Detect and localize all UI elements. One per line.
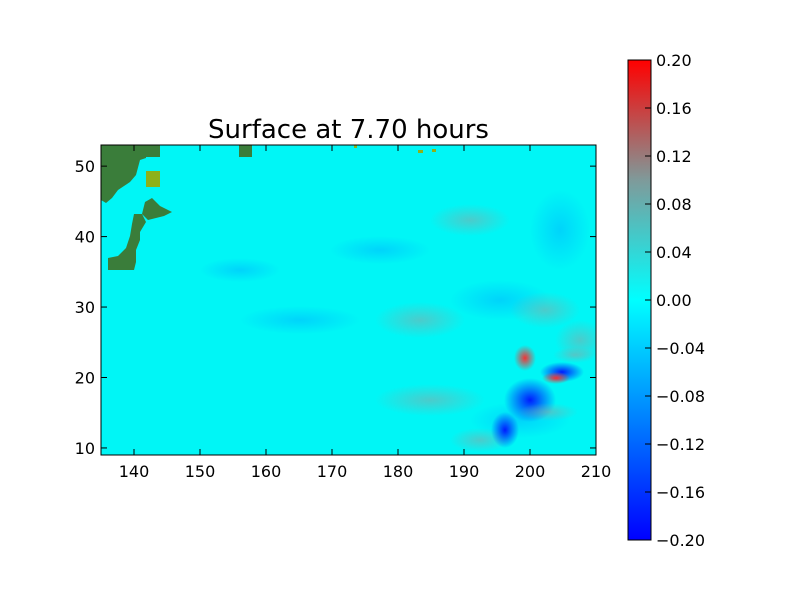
x-tick-label: 190 — [449, 462, 480, 481]
positive-anomaly — [553, 347, 596, 363]
colorbar-tick-label: 0.20 — [656, 51, 692, 70]
landmass-fragment — [239, 145, 252, 157]
negative-anomaly — [491, 412, 519, 448]
wave-patch — [240, 306, 360, 334]
colorbar-tick-label: −0.16 — [656, 483, 705, 502]
x-tick-label: 140 — [119, 462, 150, 481]
landmass-fragment — [354, 145, 357, 148]
x-tick-label: 150 — [185, 462, 216, 481]
wave-patch — [430, 204, 510, 236]
y-tick-label: 50 — [75, 157, 95, 176]
landmass-fragment — [432, 149, 436, 152]
landmass-fragment — [146, 171, 160, 187]
y-tick-label: 10 — [75, 439, 95, 458]
positive-anomaly — [542, 372, 570, 384]
plot-area — [101, 145, 596, 455]
x-tick-label: 170 — [317, 462, 348, 481]
colorbar-tick-label: −0.08 — [656, 387, 705, 406]
y-axis: 10 20 30 40 50 — [75, 157, 596, 458]
y-tick-label: 30 — [75, 298, 95, 317]
x-tick-label: 200 — [515, 462, 546, 481]
landmass-fragment — [418, 150, 423, 153]
colorbar-tick-label: 0.00 — [656, 291, 692, 310]
colorbar: 0.20 0.16 0.12 0.08 0.04 0.00 −0.04 −0.08 −0.12 −… — [627, 51, 705, 550]
colorbar-tick-label: −0.12 — [656, 435, 705, 454]
x-tick-label: 180 — [383, 462, 414, 481]
colorbar-gradient — [628, 60, 651, 540]
landmass-honshu — [108, 214, 146, 270]
x-tick-label: 160 — [251, 462, 282, 481]
colorbar-tick-label: 0.08 — [656, 195, 692, 214]
wave-patch — [330, 236, 430, 264]
colorbar-tick-label: −0.20 — [656, 531, 705, 550]
wave-patch — [375, 302, 465, 338]
colorbar-tick-label: 0.04 — [656, 243, 692, 262]
positive-anomaly — [514, 345, 536, 371]
positive-anomaly — [518, 403, 578, 421]
plot-frame — [100, 144, 597, 456]
wave-texture — [200, 190, 596, 452]
colorbar-ticks: 0.20 0.16 0.12 0.08 0.04 0.00 −0.04 −0.08 −0.12 −… — [645, 51, 705, 550]
colorbar-tick-label: 0.16 — [656, 99, 692, 118]
x-tick-label: 210 — [581, 462, 612, 481]
wave-patch — [530, 190, 590, 270]
wave-patch — [375, 384, 485, 416]
y-tick-label: 20 — [75, 369, 95, 388]
chart-title: Surface at 7.70 hours — [208, 115, 489, 145]
wave-patch — [510, 292, 580, 328]
landmass-fragment — [146, 145, 160, 157]
x-axis: 140 150 160 170 180 190 200 210 — [119, 145, 612, 481]
land-masses — [101, 145, 436, 270]
source-region — [491, 345, 596, 448]
y-tick-label: 40 — [75, 228, 95, 247]
colorbar-tick-label: 0.12 — [656, 147, 692, 166]
landmass-hokkaido — [142, 198, 172, 220]
colorbar-tick-label: −0.04 — [656, 339, 705, 358]
wave-patch — [200, 258, 280, 282]
landmass-kamchatka — [101, 145, 146, 203]
